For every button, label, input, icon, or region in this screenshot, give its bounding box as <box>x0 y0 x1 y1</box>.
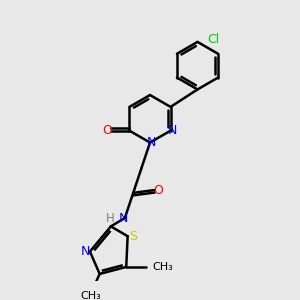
Text: S: S <box>129 230 137 243</box>
Text: Cl: Cl <box>207 33 220 46</box>
Text: CH₃: CH₃ <box>152 262 173 272</box>
Text: N: N <box>167 124 177 137</box>
Text: N: N <box>81 245 90 258</box>
Text: CH₃: CH₃ <box>80 291 101 300</box>
Text: O: O <box>153 184 163 196</box>
Text: N: N <box>147 136 156 149</box>
Text: O: O <box>102 124 112 137</box>
Text: H: H <box>106 212 115 224</box>
Text: N: N <box>119 212 128 224</box>
